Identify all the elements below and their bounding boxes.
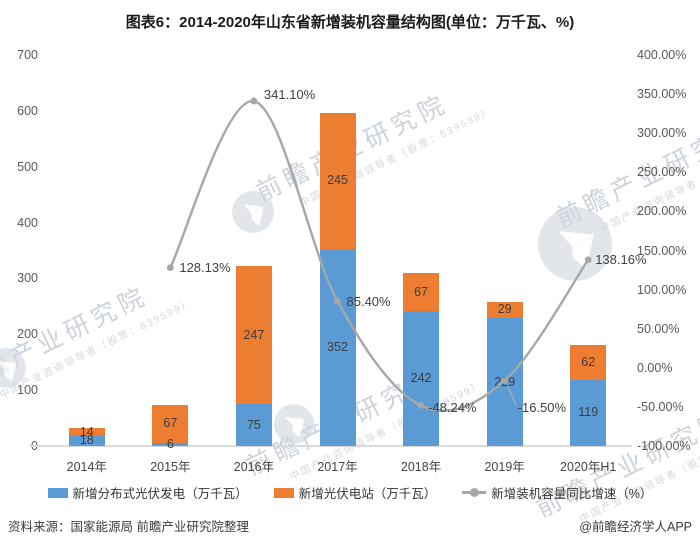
- y-axis-left-tick-label: 400: [17, 215, 38, 230]
- y-axis-right-tick-label: 250.00%: [637, 165, 687, 180]
- watermark-logo-icon: [0, 348, 26, 388]
- y-axis-right-tick-label: 100.00%: [637, 282, 687, 297]
- y-axis-right-tick-label: 300.00%: [637, 126, 687, 141]
- y-axis-right-tick-label: 0.00%: [637, 360, 673, 375]
- line-marker: [584, 256, 592, 264]
- footer-source: 资料来源：国家能源局 前瞻产业研究院整理: [8, 520, 249, 534]
- bar-value-label: 242: [410, 370, 432, 385]
- bar-value-label: 352: [327, 340, 348, 355]
- y-axis-right-tick-label: 400.00%: [637, 48, 687, 62]
- y-axis-right-tick-label: 150.00%: [637, 243, 687, 258]
- watermark-logo-icon: [274, 404, 314, 444]
- legend-line-symbol-icon: [462, 488, 487, 497]
- x-axis-label: 2018年: [400, 460, 442, 474]
- y-axis-right-tick-label: -100.00%: [637, 439, 691, 453]
- line-value-label: 341.10%: [263, 87, 316, 103]
- legend-label-growth-rate: 新增装机容量同比增速（%）: [491, 487, 653, 501]
- y-axis-right-tick-label: 200.00%: [637, 204, 687, 219]
- legend-label-distributed-pv: 新增分布式光伏发电（万千瓦）: [72, 487, 248, 501]
- x-axis-label: 2014年: [66, 460, 107, 474]
- bar-segment-distributed-pv: [152, 442, 189, 446]
- legend-item-pv-station: 新增光伏电站（万千瓦）: [273, 483, 437, 502]
- x-axis-label: 2015年: [150, 460, 191, 474]
- y-axis-left-tick-label: 200: [17, 327, 38, 342]
- bar-value-label: 247: [243, 327, 265, 342]
- legend-swatch-orange: [273, 487, 294, 498]
- growth-line: [169, 99, 590, 412]
- bar-segment-distributed-pv: [68, 435, 105, 446]
- x-axis-label: 2020年H1: [560, 460, 617, 474]
- y-axis-left-tick-label: 100: [17, 383, 38, 398]
- bar-value-label: 14: [79, 424, 94, 439]
- line-value-label: -16.50%: [517, 399, 567, 415]
- line-value-label: 138.16%: [595, 251, 647, 267]
- line-value-label: -48.24%: [428, 399, 477, 415]
- legend-line-dot-icon: [470, 488, 480, 497]
- bar-value-label: 29: [497, 302, 512, 317]
- legend-item-growth-rate: 新增装机容量同比增速（%）: [462, 483, 652, 502]
- legend: 新增分布式光伏发电（万千瓦） 新增光伏电站（万千瓦） 新增装机容量同比增速（%）: [0, 483, 700, 502]
- bar-segment-pv-station: [68, 428, 105, 436]
- bar-value-label: 119: [578, 405, 599, 420]
- bar-value-label: 67: [414, 284, 429, 299]
- x-axis-label: 2016年: [233, 460, 275, 474]
- legend-label-pv-station: 新增光伏电站（万千瓦）: [298, 487, 437, 501]
- line-marker: [250, 97, 258, 105]
- y-axis-right-tick-label: 350.00%: [637, 87, 687, 102]
- bar-value-label: 62: [581, 354, 596, 369]
- legend-item-distributed-pv: 新增分布式光伏发电（万千瓦）: [47, 483, 248, 502]
- y-axis-left-tick-label: 600: [17, 103, 38, 118]
- line-value-label: 85.40%: [346, 294, 391, 310]
- bar-value-label: 18: [79, 433, 94, 448]
- chart-title: 图表6：2014-2020年山东省新增装机容量结构图(单位：万千瓦、%): [125, 14, 575, 31]
- y-axis-right-tick-label: -50.00%: [637, 399, 684, 414]
- bar-value-label: 6: [166, 436, 174, 451]
- y-axis-right-tick-label: 50.00%: [637, 321, 680, 336]
- bar-value-label: 67: [163, 416, 178, 431]
- footer-credit: @前瞻经济学人APP: [579, 520, 692, 534]
- line-marker: [166, 264, 174, 272]
- legend-swatch-blue: [47, 487, 68, 498]
- x-axis-label: 2017年: [317, 460, 358, 474]
- y-axis-left-tick-label: 500: [17, 159, 38, 174]
- x-axis-line: [30, 445, 632, 447]
- bar-value-label: 245: [327, 173, 348, 188]
- line-value-label: 128.13%: [179, 259, 231, 275]
- x-axis-label: 2019年: [484, 460, 525, 474]
- y-axis-left-tick-label: 700: [17, 48, 38, 62]
- bar-value-label: 75: [246, 417, 261, 432]
- y-axis-left-tick-label: 300: [17, 271, 38, 286]
- bar-value-label: 229: [494, 374, 516, 389]
- footer: 资料来源：国家能源局 前瞻产业研究院整理 @前瞻经济学人APP: [8, 516, 692, 535]
